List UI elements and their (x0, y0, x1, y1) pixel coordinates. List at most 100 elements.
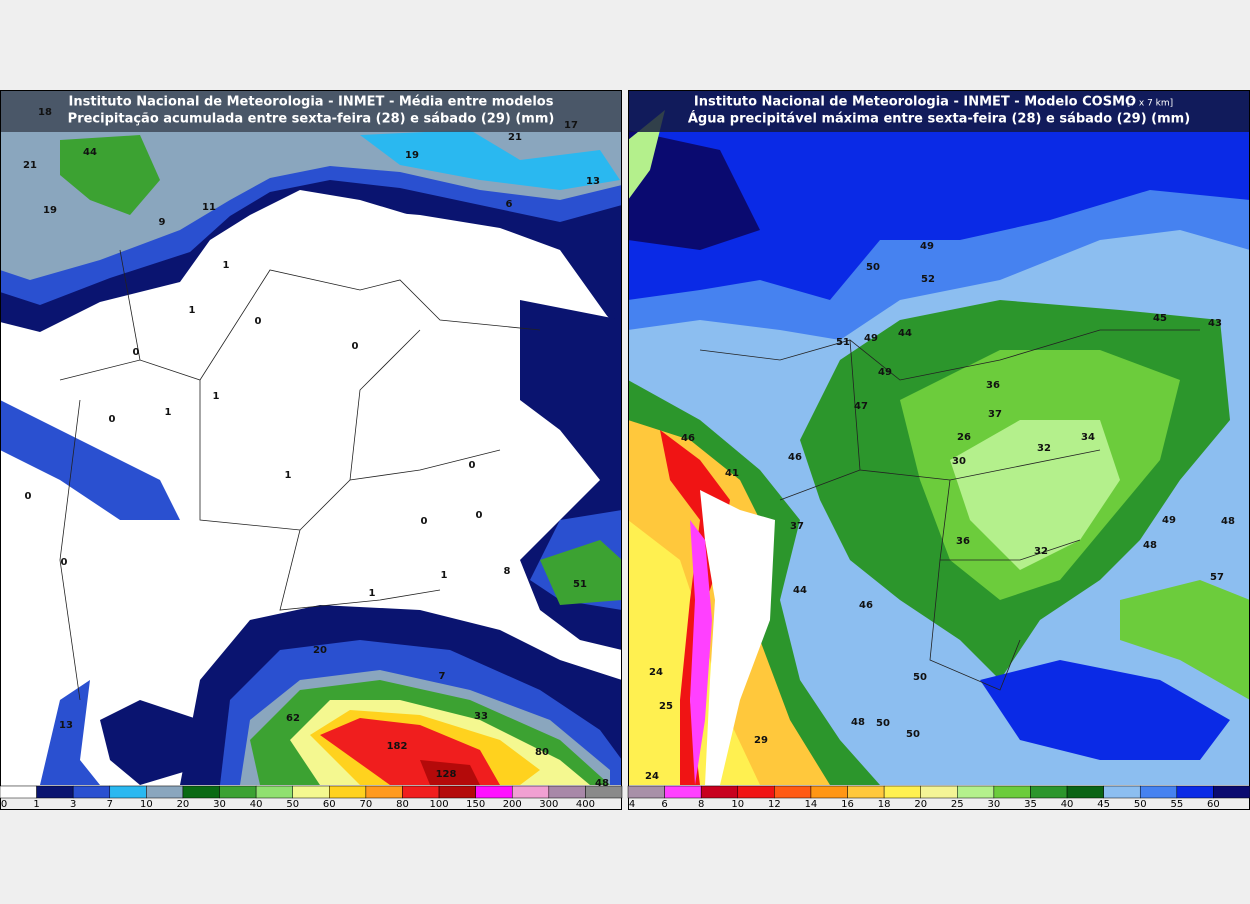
colorbar-swatch (847, 785, 885, 799)
colorbar-label: 8 (698, 799, 704, 810)
map-label: 13 (586, 176, 600, 187)
colorbar-swatch (1066, 785, 1104, 799)
map-label: 50 (866, 262, 880, 273)
map-label: 17 (564, 120, 578, 131)
colorbar-swatch (1213, 785, 1250, 799)
colorbar-label: 25 (951, 799, 964, 810)
left-map (0, 90, 622, 785)
colorbar-label: 16 (841, 799, 854, 810)
map-label: 44 (793, 585, 807, 596)
map-label: 34 (1081, 432, 1095, 443)
map-label: 47 (854, 401, 868, 412)
title-band (628, 90, 1250, 132)
colorbar-swatch (0, 785, 37, 799)
map-label: 19 (405, 150, 419, 161)
map-label: 44 (898, 328, 912, 339)
colorbar-label: 70 (360, 799, 373, 810)
colorbar-label: 35 (1024, 799, 1037, 810)
map-label: 49 (878, 367, 892, 378)
colorbar-swatch (737, 785, 775, 799)
title-band (0, 90, 622, 132)
colorbar-swatch (365, 785, 403, 799)
colorbar-label: 20 (177, 799, 190, 810)
colorbar-swatch (700, 785, 739, 799)
map-label: 48 (1221, 516, 1235, 527)
map-label: 48 (851, 717, 865, 728)
map-label: 0 (61, 557, 68, 568)
map-label: 33 (474, 711, 488, 722)
colorbar-swatch (1176, 785, 1214, 799)
map-label: 48 (595, 778, 609, 789)
map-label: 0 (133, 347, 140, 358)
colorbar-label: 14 (805, 799, 818, 810)
map-label: 0 (476, 510, 483, 521)
title: Instituto Nacional de Meteorologia - INM… (69, 95, 554, 110)
colorbar-swatch (219, 785, 257, 799)
map-label: 20 (313, 645, 327, 656)
map-label: 51 (573, 579, 587, 590)
map-label: 1 (285, 470, 292, 481)
map-label: 62 (286, 713, 300, 724)
map-label: 29 (754, 735, 768, 746)
colorbar-swatch (511, 785, 550, 799)
colorbar-label: 40 (250, 799, 263, 810)
colorbar-swatch (585, 785, 623, 799)
colorbar-swatch (109, 785, 147, 799)
map-label: 0 (25, 491, 32, 502)
map-label: 26 (957, 432, 971, 443)
map-label: 41 (725, 468, 739, 479)
map-label: 46 (681, 433, 695, 444)
map-label: 57 (1210, 572, 1224, 583)
colorbar-label: 0 (1, 799, 7, 810)
map-label: 25 (659, 701, 673, 712)
map-label: 1 (441, 570, 448, 581)
colorbar-label: 150 (466, 799, 485, 810)
map-label: 49 (1162, 515, 1176, 526)
colorbar-label: 10 (140, 799, 153, 810)
map-label: 37 (790, 521, 804, 532)
colorbar-swatch (548, 785, 586, 799)
colorbar-label: 200 (503, 799, 522, 810)
map-label: 51 (836, 337, 850, 348)
colorbar-label: 40 (1061, 799, 1074, 810)
colorbar-label: 100 (430, 799, 449, 810)
map-label: 50 (876, 718, 890, 729)
right-map (628, 90, 1250, 785)
colorbar-swatch (774, 785, 812, 799)
map-label: 0 (469, 460, 476, 471)
colorbar-label: 7 (107, 799, 113, 810)
colorbar-swatch (329, 785, 367, 799)
colorbar-label: 60 (1207, 799, 1220, 810)
colorbar-swatch (36, 785, 74, 799)
colorbar-label: 6 (661, 799, 667, 810)
map-label: 46 (859, 600, 873, 611)
map-label: 37 (988, 409, 1002, 420)
colorbar-label: 55 (1170, 799, 1183, 810)
colorbar-swatch (182, 785, 220, 799)
map-label: 8 (504, 566, 511, 577)
colorbar-swatch (627, 785, 665, 799)
map-label: 32 (1037, 443, 1051, 454)
map-label: 24 (649, 667, 663, 678)
colorbar-swatch (475, 785, 513, 799)
map-label: 18 (38, 107, 52, 118)
map-label: 52 (921, 274, 935, 285)
map-label: 11 (202, 202, 216, 213)
colorbar-swatch (255, 785, 293, 799)
map-label: 36 (986, 380, 1000, 391)
colorbar-label: 50 (286, 799, 299, 810)
map-label: 21 (508, 132, 522, 143)
map-label: 182 (387, 741, 408, 752)
map-label: 0 (109, 414, 116, 425)
map-label: 1 (369, 588, 376, 599)
colorbar-swatch (883, 785, 921, 799)
map-label: 45 (1153, 313, 1167, 324)
colorbar-label: 12 (768, 799, 781, 810)
colorbar-label: 18 (878, 799, 891, 810)
map-label: 80 (535, 747, 549, 758)
colorbar-label: 20 (914, 799, 927, 810)
map-label: 44 (83, 147, 97, 158)
